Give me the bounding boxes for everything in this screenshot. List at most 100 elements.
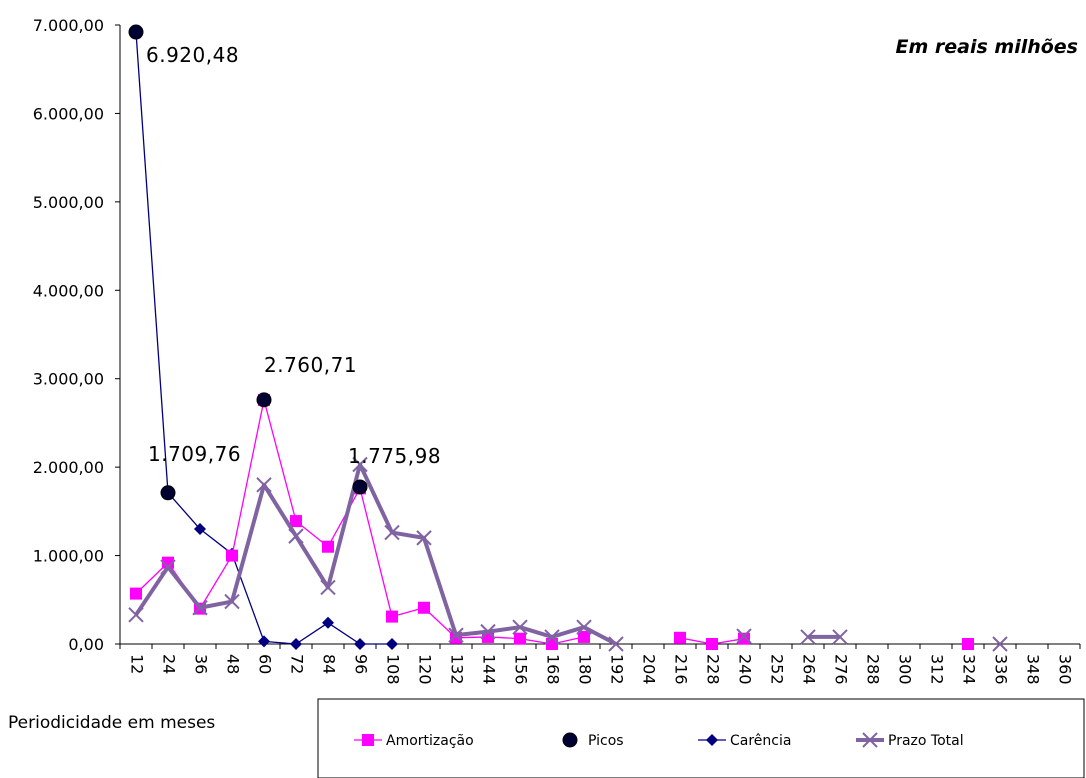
y-tick-label: 7.000,00 (33, 16, 104, 35)
x-tick-label: 228 (704, 654, 723, 685)
y-tick-label: 3.000,00 (33, 370, 104, 389)
x-tick-label: 132 (448, 654, 467, 685)
data-point-diamond (706, 734, 718, 746)
data-point-x (608, 636, 624, 652)
data-point-x (832, 629, 848, 645)
x-tick-label: 72 (288, 654, 307, 674)
y-tick-label: 6.000,00 (33, 104, 104, 123)
data-point-circle (128, 24, 144, 40)
data-point-x (448, 627, 464, 643)
series-carencia (130, 26, 398, 650)
data-point-diamond (386, 638, 398, 650)
data-point-square (962, 638, 974, 650)
data-label: 6.920,48 (146, 43, 239, 67)
data-point-square (578, 630, 590, 643)
data-point-square (674, 631, 686, 644)
legend-label: Carência (730, 733, 791, 749)
data-label: 1.709,76 (148, 442, 241, 466)
x-tick-label: 336 (992, 654, 1011, 685)
data-point-x (512, 619, 528, 635)
axes (119, 25, 1080, 645)
data-point-x (352, 456, 368, 473)
y-tick-label: 1.000,00 (33, 547, 104, 566)
data-point-x (416, 530, 432, 546)
data-point-x (320, 579, 336, 596)
annotations: 6.920,48 1.709,76 2.760,71 1.775,98 (146, 43, 441, 468)
legend: Amortização Picos Carência Prazo Total (317, 698, 1085, 778)
data-point-x (544, 629, 560, 645)
x-tick-label: 324 (960, 654, 979, 685)
legend-item: Carência (698, 733, 791, 749)
data-point-square (130, 587, 142, 600)
y-tick-label: 0,00 (68, 635, 104, 654)
x-tick-label: 48 (224, 654, 243, 674)
x-tick-label: 144 (480, 654, 499, 685)
x-tick-label: 264 (800, 654, 819, 685)
data-point-x (256, 477, 272, 493)
x-tick-label: 156 (512, 654, 531, 685)
legend-label: Picos (588, 733, 624, 749)
x-tick-label: 120 (416, 654, 435, 685)
data-point-square (322, 540, 334, 553)
legend-item: Prazo Total (856, 732, 964, 749)
series-layer (128, 24, 1008, 652)
x-axis-ticks: 12 24 36 48 60 72 84 96 108 120 132 144 156 168 180 192… (119, 644, 1081, 685)
data-point-square (386, 610, 398, 623)
x-tick-label: 252 (768, 654, 787, 685)
unit-note: Em reais milhões (895, 36, 1078, 58)
data-point-square (418, 601, 430, 614)
x-tick-label: 24 (160, 654, 179, 674)
data-point-x (192, 600, 208, 616)
data-point-x (128, 607, 144, 623)
data-point-square (226, 549, 238, 562)
data-point-x (480, 623, 496, 640)
legend-item: Picos (562, 732, 624, 749)
data-point-diamond (354, 638, 366, 650)
data-point-x (576, 619, 592, 635)
series-line (134, 462, 617, 646)
data-point-x (800, 629, 816, 645)
data-point-circle (352, 479, 368, 495)
data-point-x (384, 524, 400, 541)
data-label: 2.760,71 (264, 353, 357, 377)
x-tick-label: 288 (864, 654, 883, 685)
legend-box (317, 698, 1085, 778)
series-prazo-total (128, 456, 1008, 652)
x-tick-label: 204 (640, 654, 659, 685)
data-point-circle (256, 392, 272, 408)
data-point-square (738, 632, 750, 645)
x-tick-label: 60 (256, 654, 275, 674)
data-point-square (290, 515, 302, 528)
data-point-diamond (290, 638, 302, 650)
data-point-square (162, 556, 174, 569)
data-point-square (362, 734, 374, 746)
data-point-circle (562, 732, 578, 748)
x-tick-label: 192 (608, 654, 627, 685)
x-tick-label: 108 (384, 654, 403, 685)
data-point-diamond (258, 635, 270, 648)
legend-item: Amortização (354, 733, 474, 749)
x-tick-label: 216 (672, 654, 691, 685)
y-tick-label: 4.000,00 (33, 281, 104, 300)
data-point-x (736, 628, 752, 644)
x-tick-label: 240 (736, 654, 755, 685)
data-point-circle (160, 485, 176, 501)
data-point-x (992, 636, 1008, 652)
x-tick-label: 12 (128, 654, 147, 674)
x-tick-label: 180 (576, 654, 595, 685)
x-tick-label: 348 (1024, 654, 1043, 685)
y-tick-label: 5.000,00 (33, 193, 104, 212)
data-point-x (288, 528, 304, 544)
data-point-diamond (194, 523, 206, 536)
x-axis-label: Periodicidade em meses (8, 713, 215, 733)
y-axis-ticks: 0,00 1.000,00 2.000,00 3.000,00 4.000,00 5.00… (33, 16, 120, 654)
x-tick-label: 360 (1056, 654, 1075, 685)
data-point-square (706, 638, 718, 650)
x-tick-label: 300 (896, 654, 915, 685)
series-line (135, 32, 392, 645)
y-tick-label: 2.000,00 (33, 458, 104, 477)
series-picos (128, 24, 368, 501)
x-tick-label: 312 (928, 654, 947, 685)
data-label: 1.775,98 (348, 444, 441, 468)
